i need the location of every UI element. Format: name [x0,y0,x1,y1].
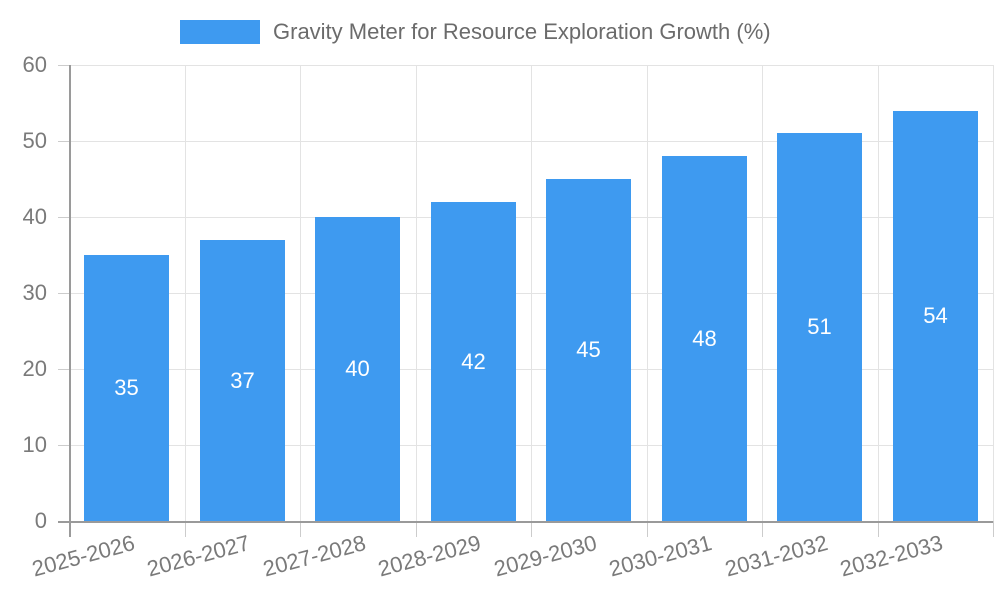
x-tick-label: 2026-2027 [144,530,253,582]
gridline-vertical [531,65,532,521]
bar[interactable] [662,156,747,521]
x-tick-mark [762,521,763,537]
bar-value-label: 37 [230,368,255,393]
x-axis-line [58,521,993,523]
bar-value-label: 42 [461,349,486,374]
x-tick-label: 2028-2029 [375,530,484,582]
bar-value-label: 35 [114,375,139,400]
gridline-vertical [185,65,186,521]
x-tick-label: 2032-2033 [837,530,946,582]
y-tick-mark [58,217,69,218]
bar-value-label: 54 [923,303,948,328]
legend-label: Gravity Meter for Resource Exploration G… [273,19,771,44]
gridline-vertical [647,65,648,521]
bar-value-label: 51 [807,314,832,339]
x-tick-mark [416,521,417,537]
legend-swatch [180,20,260,44]
bar[interactable] [893,111,978,521]
x-tick-label: 2030-2031 [606,530,715,582]
y-tick-label: 10 [22,432,47,457]
bar-value-label: 45 [576,337,601,362]
y-tick-mark [58,369,69,370]
y-tick-label: 50 [22,128,47,153]
gridline-vertical [762,65,763,521]
y-tick-label: 0 [34,508,47,533]
x-tick-label: 2029-2030 [491,530,600,582]
gridline-vertical [993,65,994,521]
y-tick-label: 40 [22,204,47,229]
x-tick-label: 2027-2028 [260,530,369,582]
bar[interactable] [315,217,400,521]
bar[interactable] [431,202,516,521]
y-tick-label: 20 [22,356,47,381]
bar[interactable] [84,255,169,521]
y-tick-mark [58,65,69,66]
y-tick-label: 30 [22,280,47,305]
y-tick-label: 60 [22,52,47,77]
y-tick-mark [58,445,69,446]
x-tick-mark [878,521,879,537]
y-tick-mark [58,293,69,294]
x-tick-mark [647,521,648,537]
gridline-vertical [300,65,301,521]
y-tick-mark [58,141,69,142]
x-tick-label: 2025-2026 [29,530,138,582]
x-tick-mark [300,521,301,537]
gridline-vertical [416,65,417,521]
x-tick-mark [185,521,186,537]
bar-value-label: 48 [692,326,717,351]
x-tick-label: 2031-2032 [722,530,831,582]
x-tick-mark [993,521,994,537]
bar[interactable] [200,240,285,521]
y-axis-line [69,65,71,537]
legend-item[interactable]: Gravity Meter for Resource Exploration G… [180,20,771,44]
bar[interactable] [546,179,631,521]
gridline-vertical [878,65,879,521]
bar[interactable] [777,133,862,521]
x-tick-mark [531,521,532,537]
bar-value-label: 40 [345,356,370,381]
